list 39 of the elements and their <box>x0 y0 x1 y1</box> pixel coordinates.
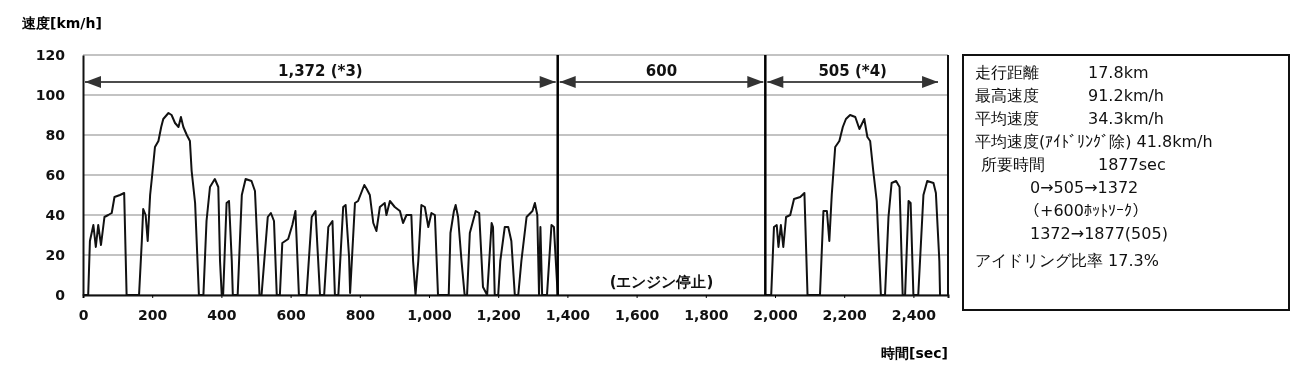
x-tick-label: 1,400 <box>545 306 591 323</box>
text: アイドリング比率 17.3% <box>975 251 1159 270</box>
y-tick-label: 40 <box>45 206 66 223</box>
y-tick-label: 60 <box>45 166 66 183</box>
annotation: (エンジン停止) <box>609 273 714 291</box>
text: 平均速度(ｱｲﾄﾞﾘﾝｸﾞ除) 41.8km/h <box>975 132 1213 151</box>
x-tick-label: 1,600 <box>614 306 660 323</box>
y-axis-title: 速度[km/h] <box>21 15 102 31</box>
x-tick-label: 1,200 <box>476 306 522 323</box>
text: 1372→1877(505) <box>1030 224 1168 243</box>
x-tick-label: 2,400 <box>891 306 937 323</box>
text: （+600ﾎｯﾄｿｰｸ） <box>1024 201 1148 220</box>
text: 1877sec <box>1098 155 1166 174</box>
x-tick-label: 1,800 <box>684 306 729 323</box>
y-tick-label: 80 <box>45 126 66 143</box>
y-tick-label: 100 <box>35 86 66 103</box>
x-tick-label: 0 <box>78 306 89 323</box>
annotation: 505 (*4) <box>818 62 887 80</box>
x-axis-title: 時間[sec] <box>881 345 948 361</box>
y-tick-label: 120 <box>35 46 66 63</box>
x-tick-label: 2,000 <box>753 306 798 323</box>
text: 走行距離 <box>975 63 1039 82</box>
y-tick-label: 20 <box>45 246 66 263</box>
x-tick-label: 800 <box>345 306 376 323</box>
y-tick-label: 0 <box>55 286 66 303</box>
text: 最高速度 <box>975 86 1039 105</box>
x-tick-label: 400 <box>207 306 237 323</box>
annotation: 1,372 (*3) <box>278 62 363 80</box>
x-tick-label: 200 <box>138 306 168 323</box>
text: 34.3km/h <box>1088 109 1165 128</box>
annotation: 600 <box>645 62 678 80</box>
x-tick-label: 600 <box>276 306 306 323</box>
text: 91.2km/h <box>1088 86 1165 105</box>
x-tick-label: 2,200 <box>822 306 868 323</box>
text: 所要時間 <box>981 155 1045 174</box>
text: 17.8km <box>1088 63 1149 82</box>
text: 0→505→1372 <box>1030 178 1139 197</box>
text: 平均速度 <box>975 109 1039 128</box>
x-tick-label: 1,000 <box>407 306 452 323</box>
